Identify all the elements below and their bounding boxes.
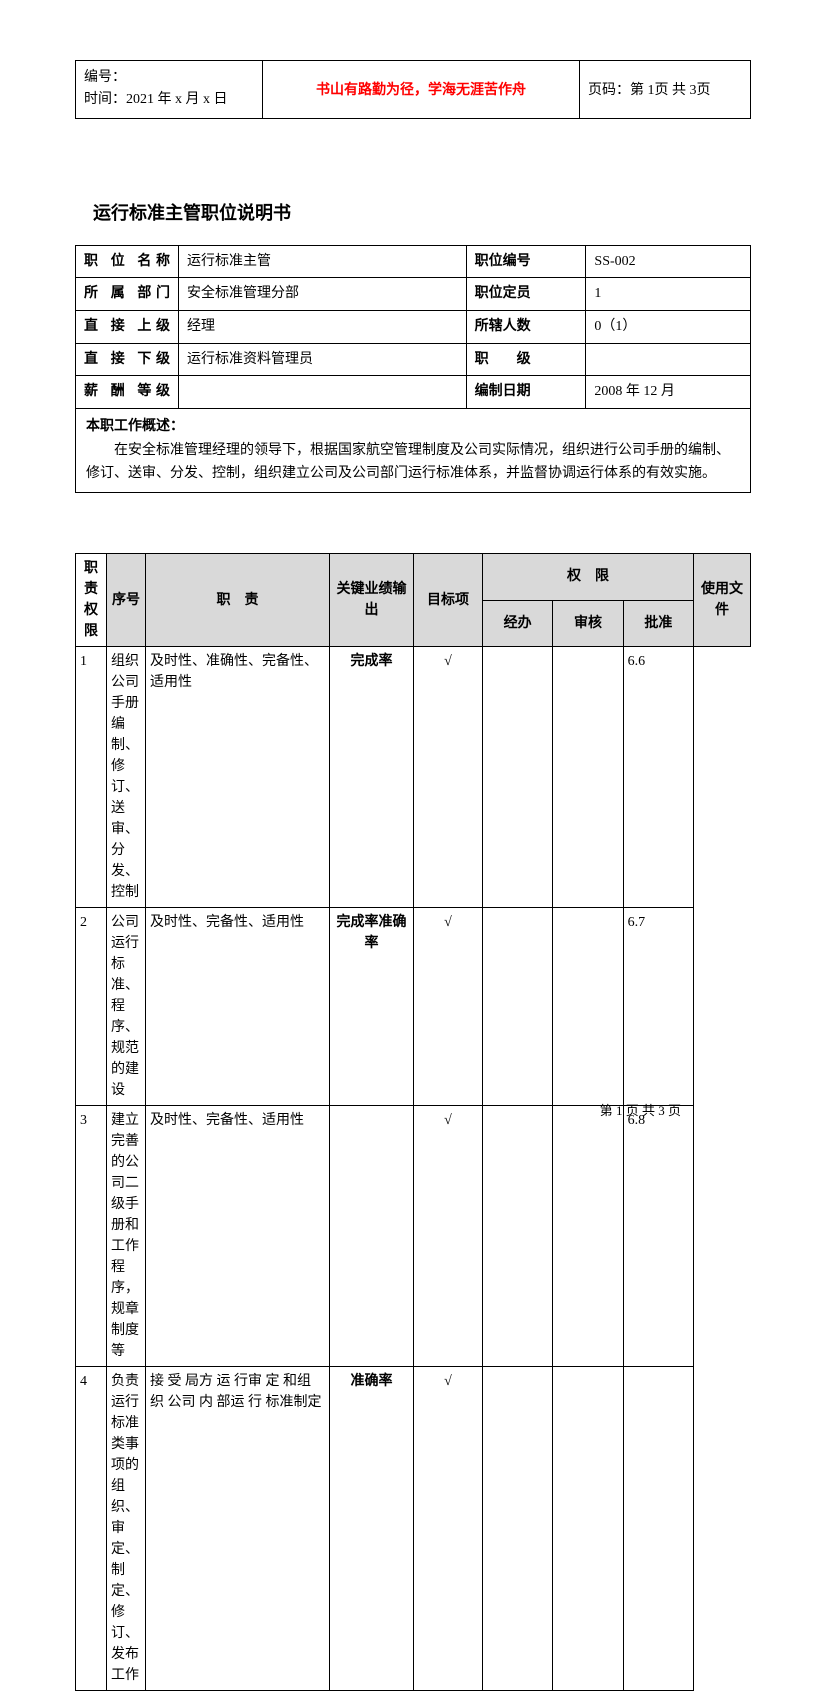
info-row: 直 接 下级运行标准资料管理员职 级	[76, 343, 751, 376]
info-table: 职 位 名称运行标准主管职位编号SS-002所 属 部门安全标准管理分部职位定员…	[75, 245, 751, 493]
info-label: 直 接 下级	[76, 343, 179, 376]
seq: 1	[76, 647, 107, 908]
info-label: 所 属 部门	[76, 278, 179, 311]
file: 6.8	[623, 1106, 693, 1367]
header-right: 页码：第 1页 共 3页	[580, 61, 751, 119]
info-label: 职 位 名称	[76, 245, 179, 278]
col-target-header: 目标项	[414, 554, 483, 647]
target: 完成率准确率	[330, 908, 414, 1106]
col-auth-sub1: 审核	[553, 600, 623, 647]
auth1	[483, 1367, 553, 1691]
duty-row: 4负责运行标准类事项的组织、审定、制定、修订、发布工作接 受 局方 运 行审 定…	[76, 1367, 751, 1691]
auth2	[553, 1367, 623, 1691]
kpi: 及时性、完备性、适用性	[146, 1106, 330, 1367]
info-value: 运行标准主管	[178, 245, 466, 278]
col-seq-header: 序号	[107, 554, 146, 647]
time-value: 2021 年 x 月 x 日	[126, 92, 228, 107]
info-label: 直 接 上级	[76, 310, 179, 343]
duty-row: 1组织公司手册编制、修订、送审、分发、控制及时性、准确性、完备性、适用性完成率√…	[76, 647, 751, 908]
page: 编号： 时间：2021 年 x 月 x 日 书山有路勤为径，学海无涯苦作舟 页码…	[0, 0, 826, 1169]
info-label2: 职 级	[466, 343, 586, 376]
auth0: √	[414, 647, 483, 908]
kpi: 接 受 局方 运 行审 定 和组 织 公司 内 部运 行 标准制定	[146, 1367, 330, 1691]
document-title: 运行标准主管职位说明书	[93, 199, 751, 225]
col-duty-header: 职 责	[146, 554, 330, 647]
duty-text: 组织公司手册编制、修订、送审、分发、控制	[107, 647, 146, 908]
file: 6.6	[623, 647, 693, 908]
file: 6.7	[623, 908, 693, 1106]
info-value: 运行标准资料管理员	[178, 343, 466, 376]
col-file-header: 使用文件	[694, 554, 751, 647]
duty-text: 负责运行标准类事项的组织、审定、制定、修订、发布工作	[107, 1367, 146, 1691]
col-kpi-header: 关键业绩输出	[330, 554, 414, 647]
col-auth-header: 权 限	[483, 554, 694, 601]
info-value: 安全标准管理分部	[178, 278, 466, 311]
auth1	[483, 647, 553, 908]
info-row: 职 位 名称运行标准主管职位编号SS-002	[76, 245, 751, 278]
auth1	[483, 1106, 553, 1367]
auth0: √	[414, 908, 483, 1106]
info-row: 薪 酬 等级 编制日期2008 年 12 月	[76, 376, 751, 409]
doc-id-label: 编号：	[84, 70, 126, 85]
info-value2: SS-002	[586, 245, 751, 278]
auth2	[553, 908, 623, 1106]
info-label2: 所辖人数	[466, 310, 586, 343]
kpi: 及时性、完备性、适用性	[146, 908, 330, 1106]
info-label: 薪 酬 等级	[76, 376, 179, 409]
duty-row: 2公司运行标准、程序、规范的建设及时性、完备性、适用性完成率准确率√ 6.7	[76, 908, 751, 1106]
seq: 4	[76, 1367, 107, 1691]
file	[623, 1367, 693, 1691]
info-value2: 0（1）	[586, 310, 751, 343]
info-row: 所 属 部门安全标准管理分部职位定员1	[76, 278, 751, 311]
info-value2: 2008 年 12 月	[586, 376, 751, 409]
info-label2: 职位编号	[466, 245, 586, 278]
page-label: 页码：	[588, 83, 630, 98]
info-value2	[586, 343, 751, 376]
duty-text: 公司运行标准、程序、规范的建设	[107, 908, 146, 1106]
col-auth-sub0: 经办	[483, 600, 553, 647]
overview-body: 在安全标准管理经理的领导下，根据国家航空管理制度及公司实际情况，组织进行公司手册…	[86, 439, 740, 487]
auth2	[553, 1106, 623, 1367]
info-label2: 编制日期	[466, 376, 586, 409]
auth1	[483, 908, 553, 1106]
col-auth-sub2: 批准	[623, 600, 693, 647]
duty-row: 3建立完善的公司二级手册和工作程序，规章制度等及时性、完备性、适用性 √ 6.8	[76, 1106, 751, 1367]
target	[330, 1106, 414, 1367]
header-left: 编号： 时间：2021 年 x 月 x 日	[76, 61, 263, 119]
overview-cell: 本职工作概述： 在安全标准管理经理的领导下，根据国家航空管理制度及公司实际情况，…	[76, 408, 751, 492]
seq: 2	[76, 908, 107, 1106]
auth0: √	[414, 1106, 483, 1367]
info-value	[178, 376, 466, 409]
page-value: 第 1页 共 3页	[630, 83, 711, 98]
time-label: 时间：	[84, 92, 126, 107]
header-motto: 书山有路勤为径，学海无涯苦作舟	[263, 61, 580, 119]
seq: 3	[76, 1106, 107, 1367]
info-value2: 1	[586, 278, 751, 311]
info-row: 直 接 上级经理所辖人数0（1）	[76, 310, 751, 343]
info-label2: 职位定员	[466, 278, 586, 311]
kpi: 及时性、准确性、完备性、适用性	[146, 647, 330, 908]
target: 完成率	[330, 647, 414, 908]
footer-page: 第 1 页 共 3 页	[600, 1100, 681, 1119]
duty-table: 职责权限 序号 职 责 关键业绩输出 目标项 权 限 使用文件 经办 审核 批准…	[75, 553, 751, 1691]
info-value: 经理	[178, 310, 466, 343]
header-table: 编号： 时间：2021 年 x 月 x 日 书山有路勤为径，学海无涯苦作舟 页码…	[75, 60, 751, 119]
auth0: √	[414, 1367, 483, 1691]
duty-text: 建立完善的公司二级手册和工作程序，规章制度等	[107, 1106, 146, 1367]
side-label: 职责权限	[76, 554, 107, 647]
overview-label: 本职工作概述：	[86, 415, 740, 439]
target: 准确率	[330, 1367, 414, 1691]
auth2	[553, 647, 623, 908]
